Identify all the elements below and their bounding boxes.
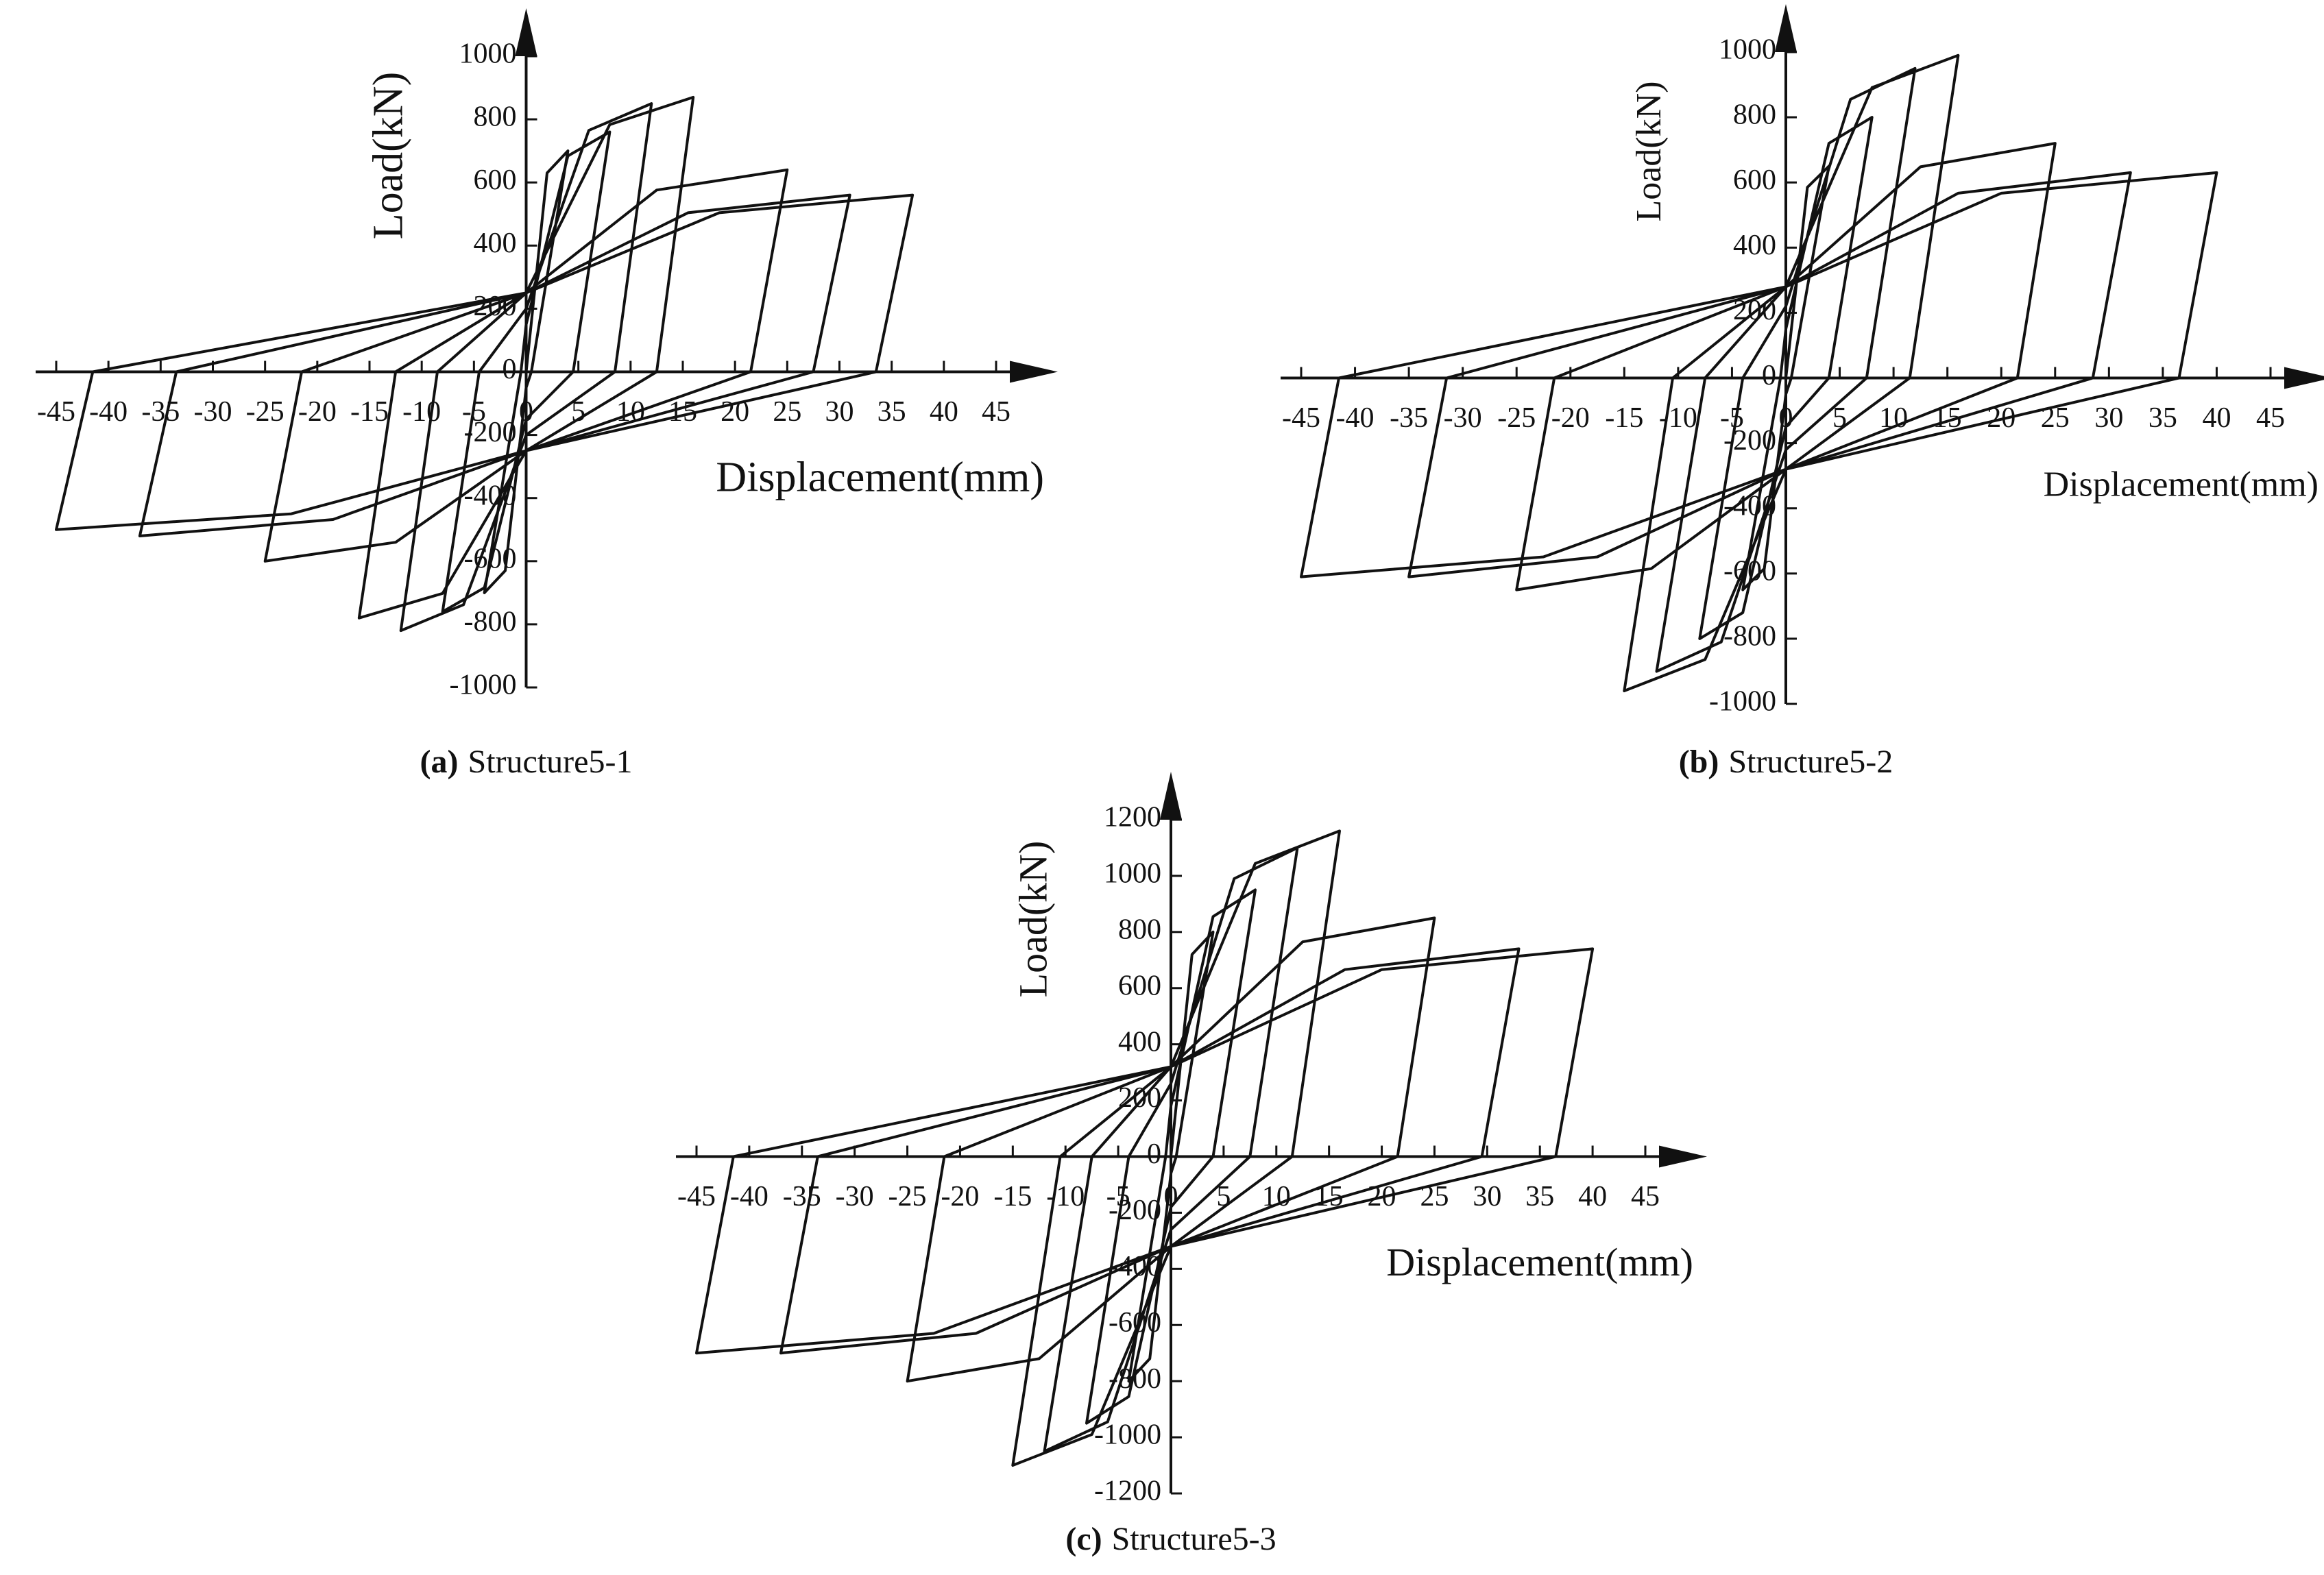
hysteresis-curve [695,829,1595,1467]
x-tick-label: 25 [773,396,801,428]
x-tick-label: 45 [2256,402,2285,434]
x-axis-arrow [1659,1145,1707,1168]
y-axis-title: Load(kN) [1630,81,1669,221]
caption: (b) Structure5-2 [1679,744,1893,780]
x-tick-label: -15 [1605,402,1643,434]
x-tick-label: 30 [825,396,854,428]
x-tick-label: 40 [2202,402,2231,434]
y-tick-label: -1000 [1709,686,1776,718]
caption-text: Structure5-3 [1112,1521,1276,1557]
x-tick-label: -20 [1551,402,1590,434]
caption-label: (b) [1679,744,1719,780]
y-tick-label: 0 [1147,1138,1161,1170]
y-tick-label: 800 [474,101,517,133]
x-tick-label: -20 [298,396,337,428]
y-tick-label: -200 [1109,1195,1161,1226]
x-tick-label: 40 [1578,1181,1607,1212]
y-tick-label: -1000 [1094,1419,1161,1451]
x-tick-label: -25 [1497,402,1536,434]
x-tick-label: -5 [1720,402,1744,434]
x-tick-label: -30 [1444,402,1482,434]
x-tick-label: -30 [836,1181,874,1212]
x-tick-label: 40 [930,396,958,428]
x-tick-label: -30 [194,396,232,428]
y-tick-label: 400 [474,228,517,259]
y-tick-label: 600 [1733,164,1776,196]
y-tick-label: -800 [464,607,517,638]
x-tick-label: 35 [877,396,906,428]
y-axis-title: Load(kN) [365,72,412,239]
hysteresis-curve [1300,53,2218,692]
caption: (c) Structure5-3 [1065,1521,1276,1557]
y-tick-label: -1200 [1094,1476,1161,1507]
y-axis-arrow [515,8,537,56]
x-axis-title: Displacement(mm) [1386,1240,1693,1284]
x-tick-label: -35 [1390,402,1428,434]
caption: (a) Structure5-1 [420,744,633,780]
y-tick-label: 1200 [1104,802,1161,833]
y-tick-label: 400 [1118,1026,1161,1058]
x-axis-arrow [1010,361,1058,383]
x-tick-label: -20 [941,1181,979,1212]
x-axis-arrow [2284,367,2324,389]
x-tick-label: -45 [37,396,75,428]
x-tick-label: -25 [246,396,285,428]
x-tick-label: 45 [982,396,1010,428]
y-tick-label: 1000 [1104,858,1161,890]
y-axis-title: Load(kN) [1010,841,1055,998]
x-tick-label: 30 [2094,402,2123,434]
y-tick-label: -800 [1723,621,1776,652]
x-tick-label: -45 [1282,402,1320,434]
x-tick-label: -40 [730,1181,768,1212]
y-tick-label: 0 [1762,360,1776,391]
y-tick-label: 1000 [459,38,517,70]
hysteresis-curve [55,95,915,633]
x-axis-title: Displacement(mm) [2044,465,2319,504]
x-tick-label: -40 [1336,402,1375,434]
y-tick-label: 1000 [1719,34,1776,66]
y-tick-label: 600 [474,164,517,196]
x-tick-label: -25 [888,1181,927,1212]
y-tick-label: 400 [1733,230,1776,261]
x-tick-label: 10 [1879,402,1908,434]
y-tick-label: 800 [1118,914,1161,945]
y-tick-label: 0 [503,354,517,385]
x-tick-label: -10 [402,396,441,428]
x-tick-label: -35 [141,396,180,428]
x-tick-label: -35 [783,1181,821,1212]
x-tick-label: -40 [89,396,128,428]
x-tick-label: 35 [1525,1181,1554,1212]
caption-label: (c) [1065,1521,1102,1557]
y-tick-label: 800 [1733,99,1776,131]
x-tick-label: -5 [1106,1181,1130,1212]
x-tick-label: 30 [1473,1181,1501,1212]
x-tick-label: 35 [2149,402,2177,434]
x-tick-label: -15 [350,396,389,428]
y-axis-arrow [1775,4,1797,52]
y-axis-arrow [1160,772,1182,820]
x-tick-label: -15 [993,1181,1032,1212]
y-tick-label: -1000 [450,670,517,701]
caption-text: Structure5-1 [468,744,633,780]
caption-text: Structure5-2 [1728,744,1893,780]
x-tick-label: -45 [677,1181,716,1212]
y-tick-label: 600 [1118,970,1161,1001]
caption-label: (a) [420,744,459,780]
x-tick-label: 45 [1631,1181,1660,1212]
x-axis-title: Displacement(mm) [716,454,1044,501]
